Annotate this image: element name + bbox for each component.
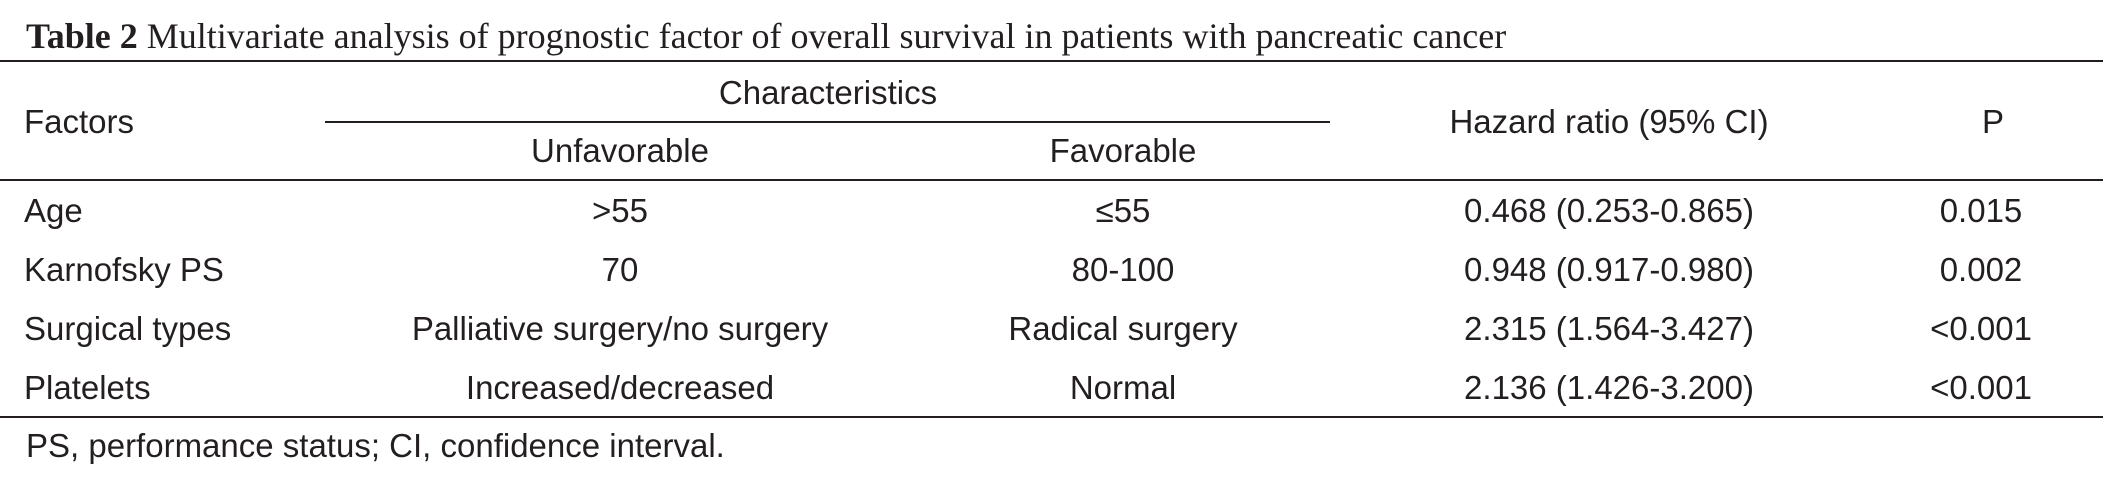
cell-favorable: Normal — [1069, 369, 1177, 406]
table-caption-label: Table 2 — [26, 16, 138, 56]
cell-unfavorable: >55 — [592, 192, 648, 229]
table-footnote: PS, performance status; CI, confidence i… — [26, 427, 725, 464]
cell-p-value: <0.001 — [1930, 369, 2032, 406]
header-factors: Factors — [24, 103, 135, 140]
header-unfavorable: Unfavorable — [531, 132, 709, 169]
cell-factor: Platelets — [24, 369, 151, 406]
cell-factor: Age — [24, 192, 83, 229]
header-characteristics: Characteristics — [718, 74, 938, 111]
cell-hazard-ratio: 0.948 (0.917-0.980) — [1464, 251, 1754, 288]
cell-p-value: 0.002 — [1939, 251, 2023, 288]
cell-hazard-ratio: 2.315 (1.564-3.427) — [1464, 310, 1754, 347]
header-bottom-rule — [0, 179, 2103, 181]
table-caption: Table 2 Multivariate analysis of prognos… — [26, 14, 1506, 58]
cell-hazard-ratio: 2.136 (1.426-3.200) — [1464, 369, 1754, 406]
cell-favorable: Radical surgery — [1008, 310, 1238, 347]
header-favorable: Favorable — [1049, 132, 1197, 169]
header-p: P — [1981, 103, 2005, 140]
cell-favorable: 80-100 — [1071, 251, 1175, 288]
cell-p-value: 0.015 — [1939, 192, 2023, 229]
characteristics-subrule — [325, 121, 1330, 123]
table-top-rule — [0, 60, 2103, 62]
header-hazard-ratio: Hazard ratio (95% CI) — [1449, 103, 1769, 140]
cell-unfavorable: Palliative surgery/no surgery — [411, 310, 829, 347]
cell-favorable: ≤55 — [1095, 192, 1151, 229]
cell-p-value: <0.001 — [1930, 310, 2032, 347]
cell-unfavorable: Increased/decreased — [465, 369, 775, 406]
cell-factor: Karnofsky PS — [24, 251, 224, 288]
cell-hazard-ratio: 0.468 (0.253-0.865) — [1464, 192, 1754, 229]
cell-unfavorable: 70 — [601, 251, 639, 288]
table-bottom-rule — [0, 416, 2103, 418]
cell-factor: Surgical types — [24, 310, 232, 347]
table-caption-text: Multivariate analysis of prognostic fact… — [146, 16, 1507, 56]
